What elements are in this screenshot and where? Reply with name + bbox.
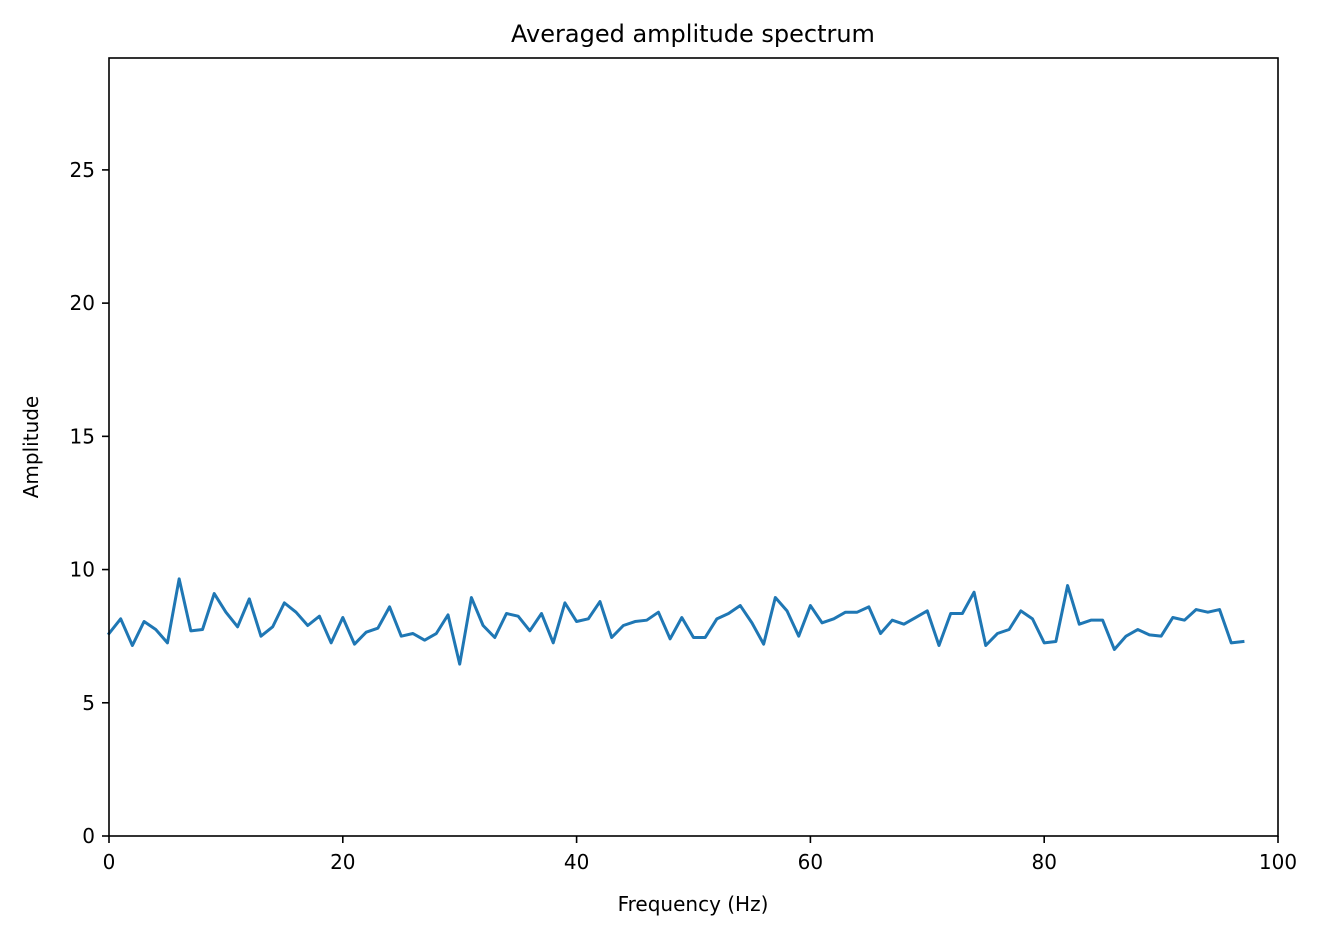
- x-tick-label: 60: [798, 850, 823, 874]
- series-line: [106, 577, 1245, 666]
- x-tick-label: 40: [564, 850, 589, 874]
- y-tick-label: 10: [70, 558, 95, 582]
- axes-frame: [108, 57, 1279, 837]
- y-tick-label: 25: [70, 158, 95, 182]
- x-tick-label: 0: [103, 850, 116, 874]
- chart-title: Averaged amplitude spectrum: [511, 20, 875, 48]
- y-tick-label: 0: [82, 824, 95, 848]
- x-tick-label: 80: [1031, 850, 1056, 874]
- x-tick-label: 100: [1259, 850, 1297, 874]
- x-tick-label: 20: [330, 850, 355, 874]
- y-tick-label: 20: [70, 291, 95, 315]
- x-axis: 0 20 40 60 80 100: [103, 836, 1297, 874]
- y-axis-label: Amplitude: [19, 396, 43, 499]
- y-tick-label: 5: [82, 691, 95, 715]
- y-axis: 0 5 10 15 20 25: [70, 158, 109, 848]
- y-tick-label: 15: [70, 424, 95, 448]
- x-axis-label: Frequency (Hz): [618, 892, 769, 916]
